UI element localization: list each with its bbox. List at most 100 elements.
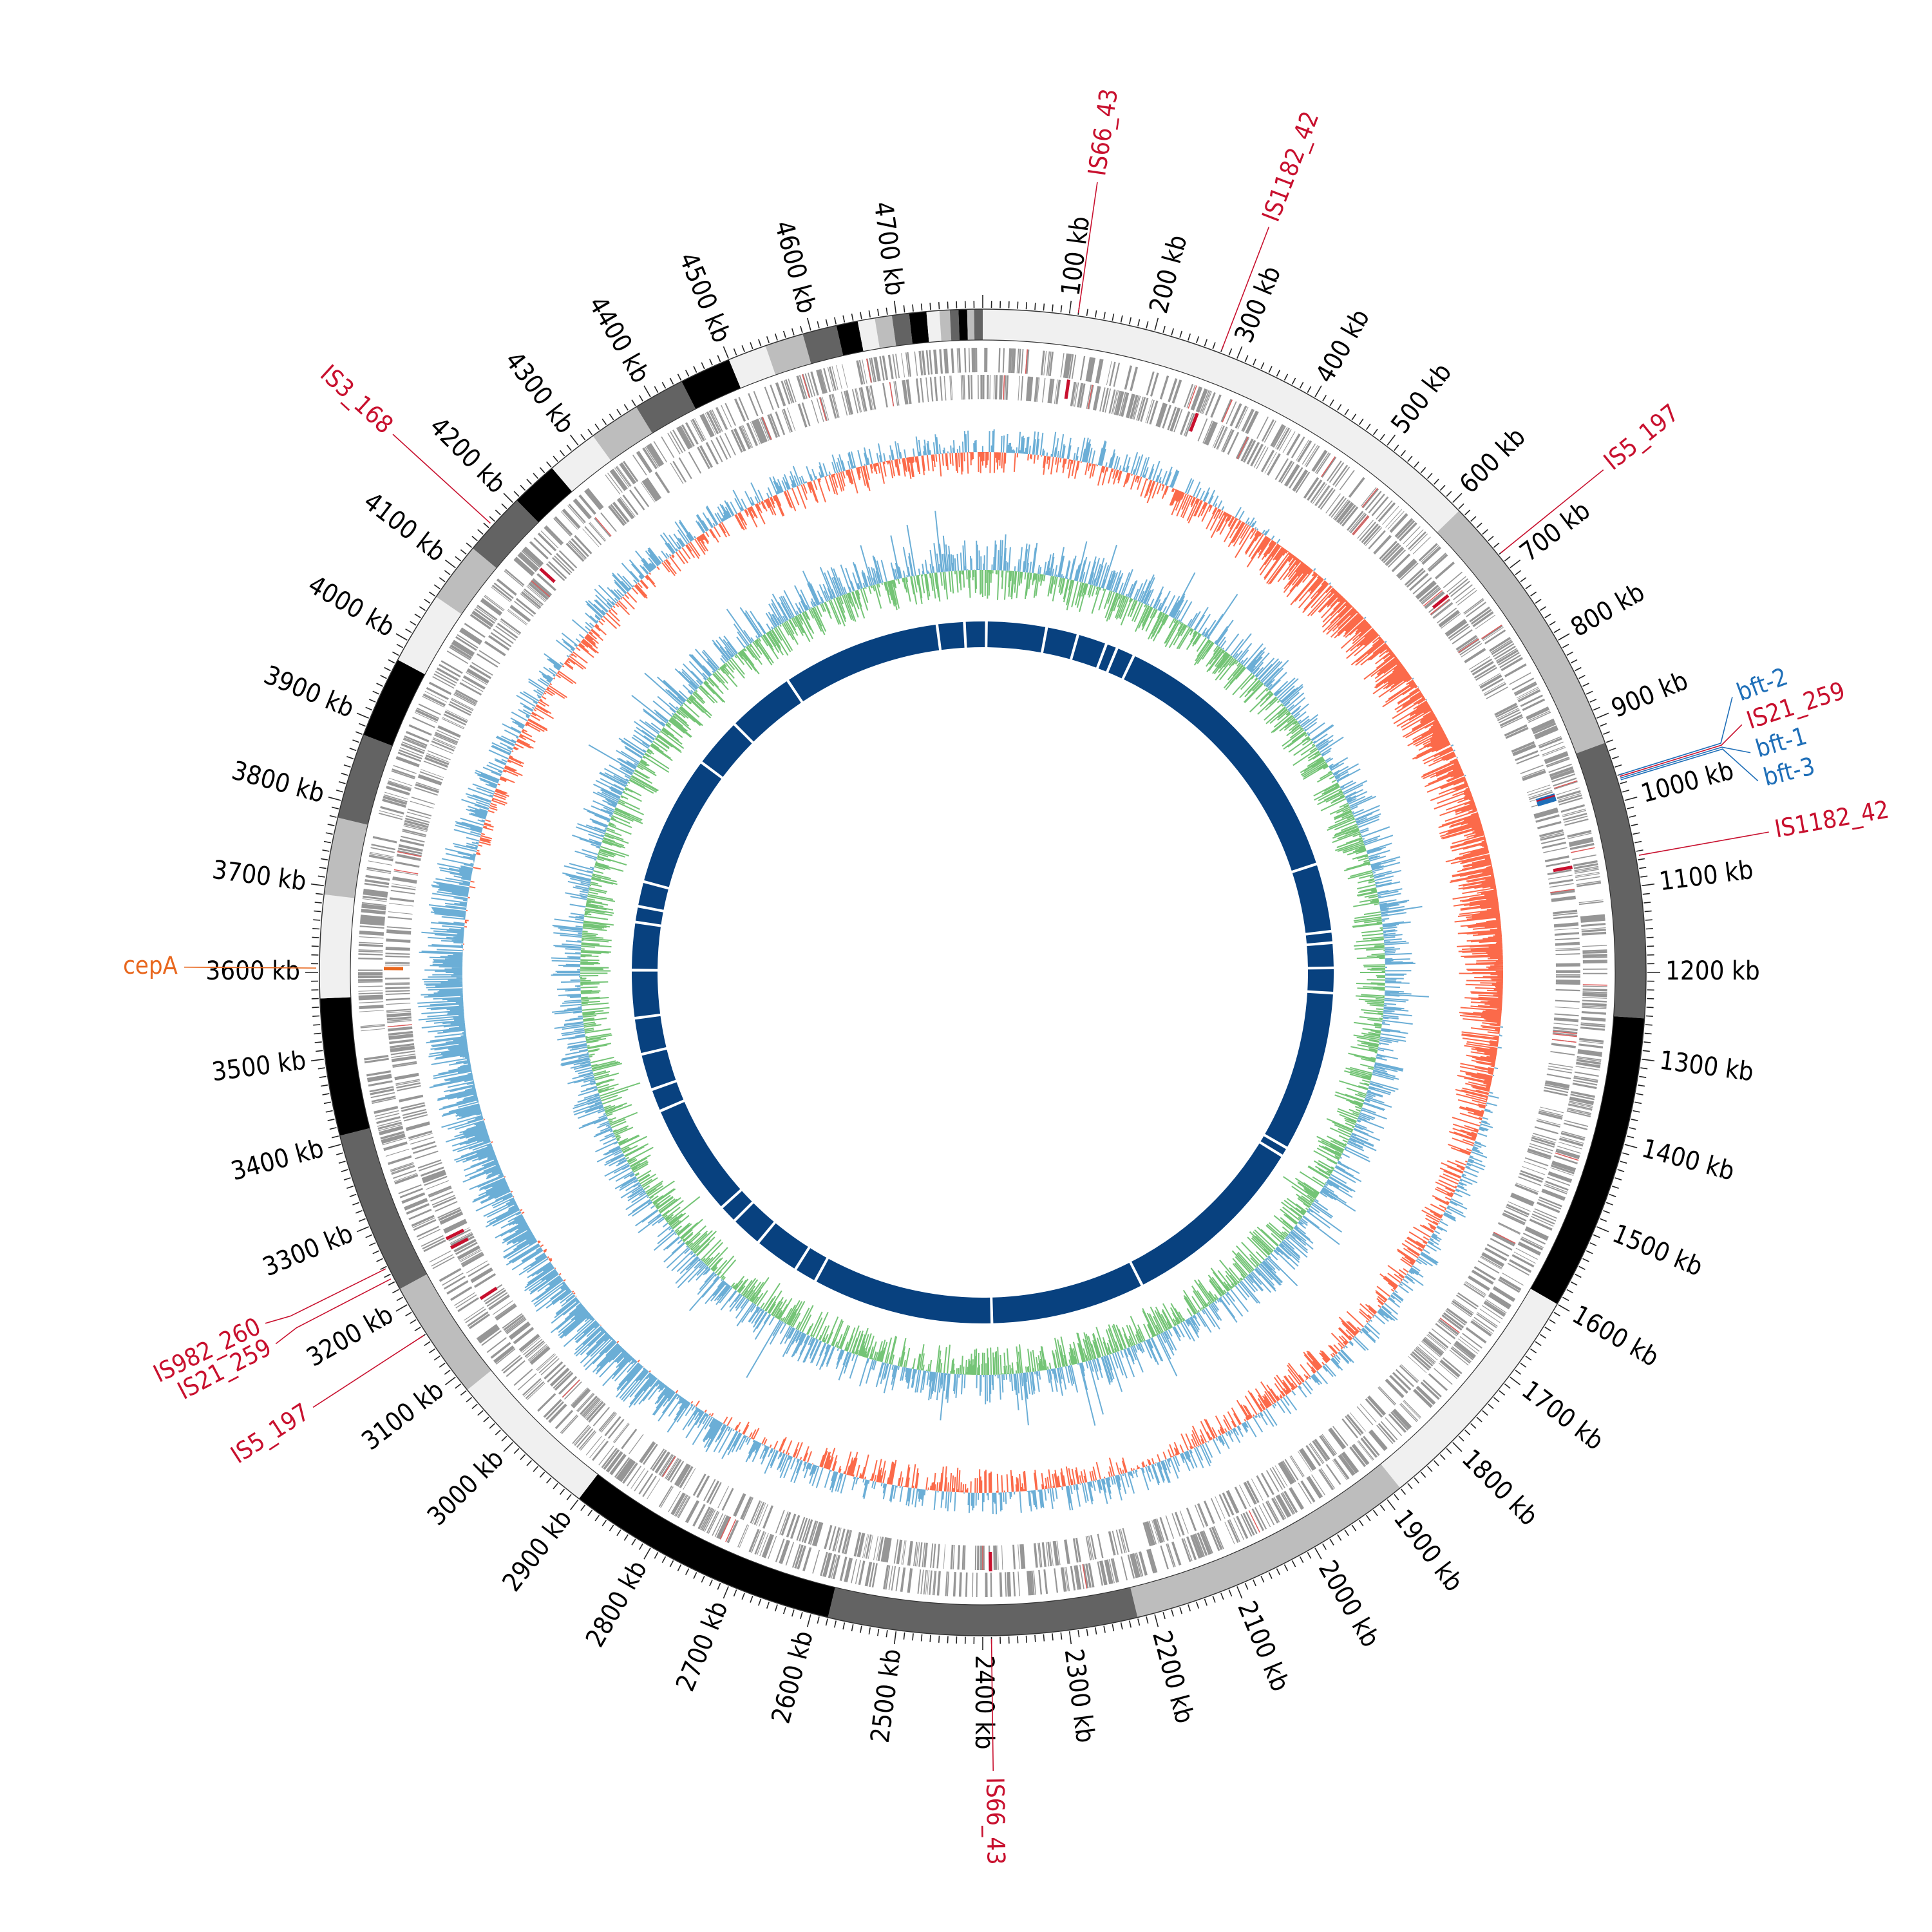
contig-block <box>681 359 741 410</box>
contig-block <box>1530 1016 1645 1304</box>
contig-block <box>324 817 368 898</box>
position-label: 300 kb <box>1229 262 1287 347</box>
feature-leader-line <box>1619 697 1733 775</box>
contig-block <box>926 310 942 343</box>
blast-segment <box>1072 635 1105 668</box>
feature-marker <box>1064 379 1070 399</box>
blast-segment <box>1108 649 1133 679</box>
position-label: 200 kb <box>1144 232 1193 316</box>
feature-label: IS1182_42 <box>1772 795 1891 844</box>
feature-leader-line <box>1620 746 1751 779</box>
position-label: 3500 kb <box>210 1046 307 1088</box>
gene-track <box>358 348 1607 1597</box>
contig-block <box>363 659 425 746</box>
blast-segment <box>1265 992 1333 1147</box>
position-label: 4500 kb <box>673 249 737 347</box>
position-label: 2000 kb <box>1312 1555 1385 1652</box>
position-label: 2800 kb <box>580 1555 653 1652</box>
position-label: 2400 kb <box>969 1655 999 1750</box>
position-label: 2900 kb <box>497 1504 578 1597</box>
gene-features <box>358 348 1607 1597</box>
blast-segment <box>735 1203 774 1242</box>
feature-marker <box>445 1228 464 1240</box>
position-label: 1400 kb <box>1638 1133 1738 1186</box>
gc-skew-negative <box>462 451 1504 1493</box>
contig-block <box>802 325 844 364</box>
contig-block <box>949 309 960 341</box>
blast-segment <box>632 971 661 1018</box>
contig-block <box>473 500 539 569</box>
contig-block <box>1380 1289 1558 1488</box>
blast-segment <box>816 1258 991 1323</box>
blast-segment <box>1305 933 1332 944</box>
blast-segment <box>638 883 668 910</box>
position-label: 4200 kb <box>424 412 511 499</box>
contig-block <box>836 321 864 356</box>
position-label: 2300 kb <box>1059 1647 1101 1745</box>
blast-segment <box>987 621 1046 653</box>
feature-label: IS1182_42 <box>1256 108 1324 225</box>
contig-block <box>857 317 880 352</box>
feature-marker <box>1537 797 1557 807</box>
contig-outer-edge <box>319 308 1647 1636</box>
feature-marker <box>1189 412 1199 432</box>
contig-block <box>636 381 696 433</box>
blast-segment <box>796 1248 827 1280</box>
contig-block <box>397 596 462 675</box>
position-label: 1300 kb <box>1658 1046 1755 1088</box>
position-label: 900 kb <box>1607 666 1692 724</box>
blast-segment <box>788 624 940 702</box>
contig-block <box>436 548 497 614</box>
contig-block <box>958 309 968 341</box>
contig-block <box>319 997 370 1136</box>
contig-block <box>399 1274 491 1390</box>
contig-block <box>319 894 355 999</box>
position-label: 600 kb <box>1454 422 1531 499</box>
feature-marker <box>1432 594 1450 609</box>
feature-label: IS3_168 <box>315 359 399 439</box>
contig-block <box>1576 743 1646 1019</box>
contig-block <box>875 315 896 349</box>
position-label: 500 kb <box>1385 358 1457 439</box>
contig-block <box>765 334 811 375</box>
position-label: 4000 kb <box>303 570 399 643</box>
contig-block <box>578 1474 835 1618</box>
contig-block <box>337 734 393 825</box>
position-label: 3100 kb <box>356 1375 449 1456</box>
contig-block <box>552 435 611 492</box>
contig-block <box>592 406 652 461</box>
blast-segment <box>735 681 801 742</box>
position-label: 4600 kb <box>768 218 821 317</box>
position-label: 2100 kb <box>1231 1597 1295 1696</box>
position-label: 3800 kb <box>229 756 328 809</box>
position-label: 1900 kb <box>1388 1504 1469 1597</box>
feature-leader-line <box>1077 182 1098 313</box>
contig-block <box>339 1128 428 1289</box>
position-label: 3700 kb <box>211 855 308 897</box>
contig-block <box>1130 1464 1401 1618</box>
position-label: 2500 kb <box>866 1647 907 1745</box>
gc-skew-positive <box>417 429 1504 1515</box>
feature-leader-line <box>392 433 491 524</box>
position-label: 1100 kb <box>1658 855 1755 897</box>
contig-block <box>909 311 929 345</box>
position-label: 3400 kb <box>228 1133 327 1186</box>
feature-label: IS66_43 <box>1083 87 1123 178</box>
position-label: 2600 kb <box>766 1627 819 1727</box>
blast-segment <box>644 763 722 887</box>
blast-segment <box>1132 1143 1282 1285</box>
position-label: 400 kb <box>1310 304 1376 388</box>
gc-content-negative <box>551 511 1429 1426</box>
position-label: 3900 kb <box>260 660 358 724</box>
position-label: 2700 kb <box>670 1597 734 1696</box>
contig-ring <box>319 308 1647 1636</box>
position-label: 3600 kb <box>205 956 300 986</box>
contig-inner-edge <box>350 339 1616 1605</box>
position-label: 1600 kb <box>1567 1300 1663 1372</box>
position-label: 2200 kb <box>1146 1627 1199 1727</box>
contig-block <box>974 309 983 341</box>
tick-marks <box>305 295 1660 1650</box>
contig-block <box>467 1370 598 1499</box>
blast-segment <box>1292 865 1331 933</box>
